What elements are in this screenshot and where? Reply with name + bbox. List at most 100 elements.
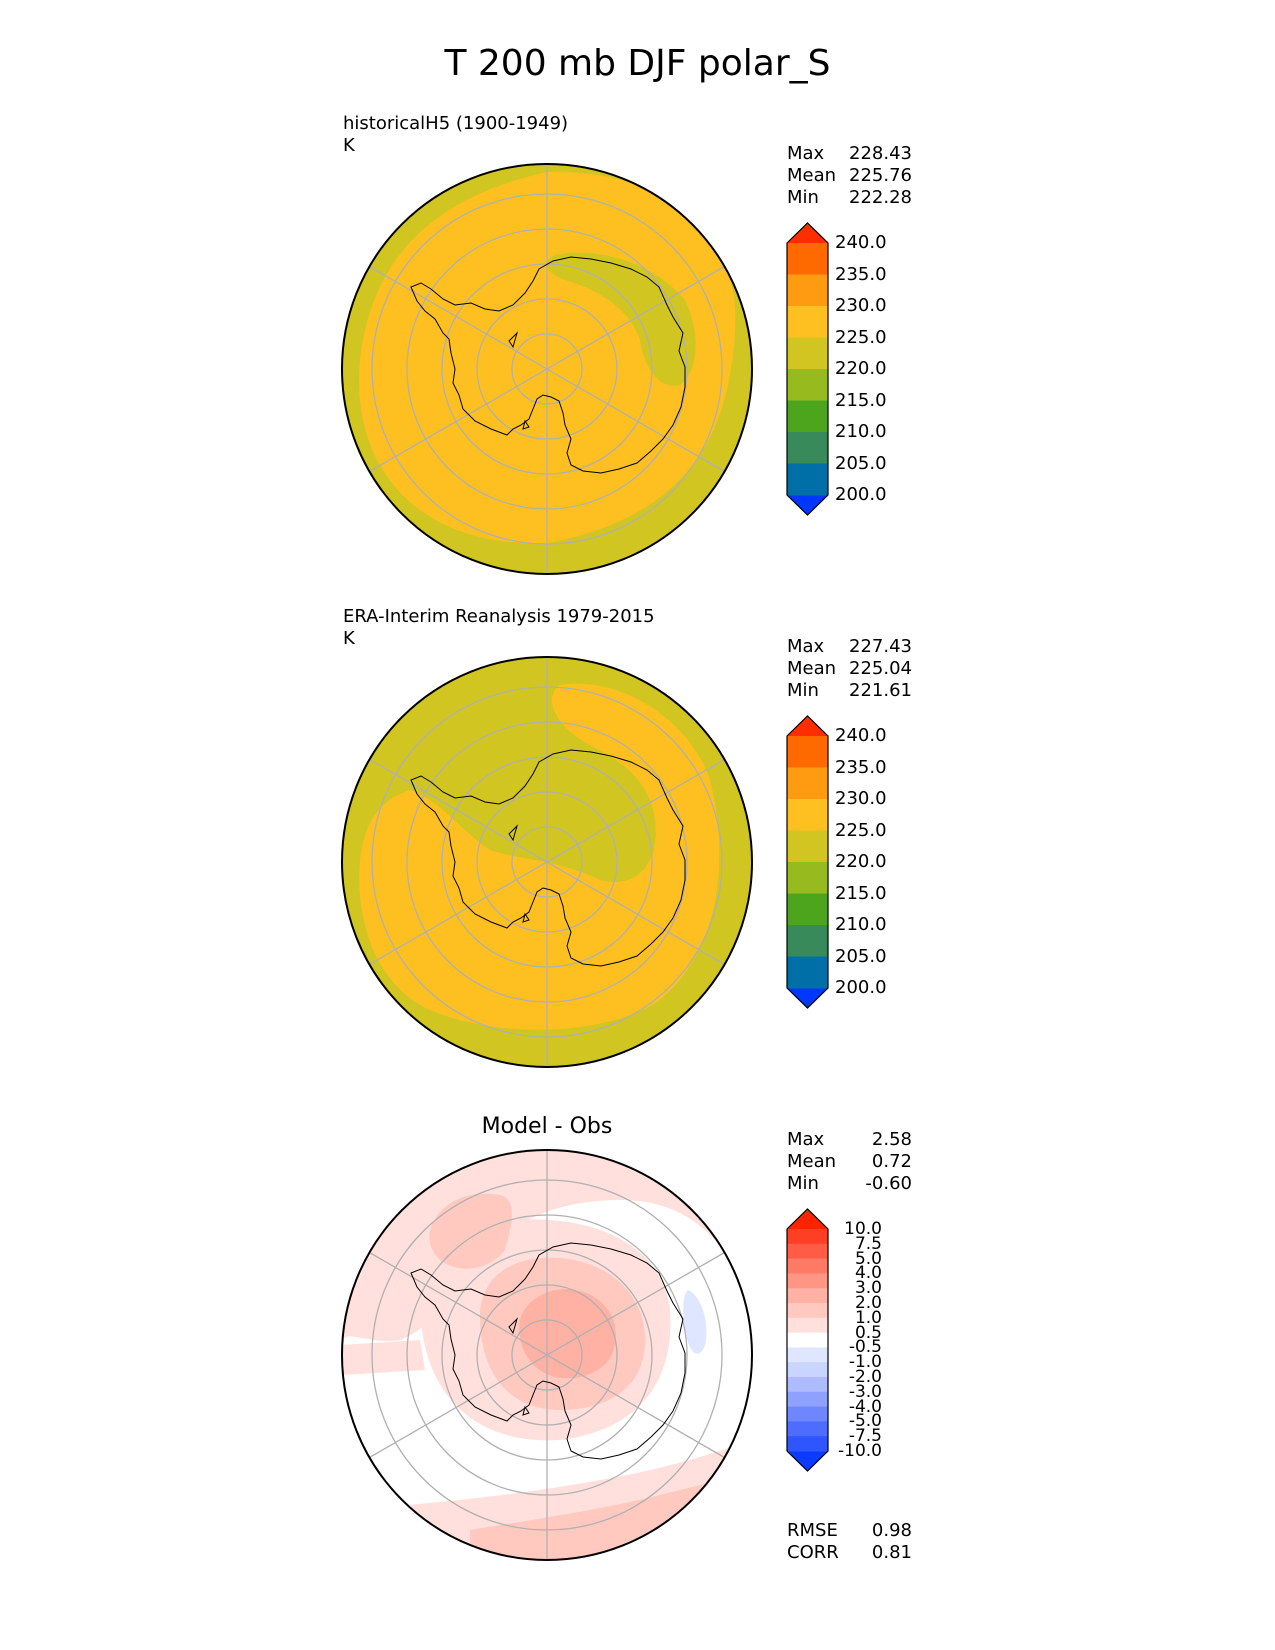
stat-label: Min bbox=[787, 680, 819, 701]
colorbar-segment bbox=[787, 1229, 828, 1245]
map-frame bbox=[341, 656, 753, 1068]
colorbar-segment bbox=[787, 432, 828, 464]
colorbar-extend-max bbox=[787, 716, 828, 736]
stat-label: Min bbox=[787, 187, 819, 208]
colorbar-segment bbox=[787, 1243, 828, 1260]
colorbar-segment bbox=[787, 925, 828, 957]
colorbar-segment bbox=[787, 799, 828, 831]
stat-label: Max bbox=[787, 1129, 825, 1150]
colorbar-segment bbox=[787, 306, 828, 338]
colorbar-tick-label: 240.0 bbox=[835, 232, 887, 253]
panel-model-colorbar bbox=[786, 222, 829, 516]
panel-model-title: historicalH5 (1900-1949) bbox=[343, 113, 569, 134]
colorbar-tick-label: 10.0 bbox=[844, 1219, 882, 1239]
stat-value-mean: 225.76 bbox=[849, 165, 912, 186]
colorbar-outline bbox=[786, 1208, 829, 1472]
field-1.0-2.0 bbox=[429, 1193, 512, 1269]
colorbar-segment bbox=[787, 1406, 828, 1422]
colorbar-segment bbox=[787, 956, 828, 989]
colorbar-tick-label: 215.0 bbox=[835, 882, 887, 904]
colorbar-tick-label: 220.0 bbox=[835, 851, 887, 872]
stat-value-min: 221.61 bbox=[849, 680, 912, 701]
colorbar-tick-label: 230.0 bbox=[835, 295, 887, 316]
stat-label: Max bbox=[787, 636, 825, 657]
stat-label: Max bbox=[787, 143, 825, 164]
stat-label: Min bbox=[787, 1173, 819, 1194]
panel-diff-title: Model - Obs bbox=[481, 1114, 613, 1139]
coastline bbox=[410, 749, 686, 967]
colorbar-tick-label: -4.0 bbox=[848, 1396, 882, 1417]
colorbar-tick-label: 200.0 bbox=[835, 977, 887, 998]
colorbar-tick-label: 0.5 bbox=[854, 1322, 882, 1343]
colorbar-tick-label: -0.5 bbox=[848, 1337, 882, 1358]
colorbar-segment bbox=[787, 463, 828, 496]
field-225-230 bbox=[359, 683, 720, 1030]
stat-value-min: -0.60 bbox=[865, 1173, 912, 1194]
colorbar-tick-label: -10.0 bbox=[838, 1441, 882, 1461]
colorbar-segment bbox=[787, 893, 828, 926]
colorbar-tick-label: 2.0 bbox=[854, 1293, 882, 1313]
colorbar-extend-max bbox=[787, 1209, 828, 1229]
colorbar-tick-label: 210.0 bbox=[835, 914, 887, 935]
coastline bbox=[410, 256, 686, 474]
colorbar-segment bbox=[787, 830, 828, 863]
colorbar-tick-label: 3.0 bbox=[854, 1278, 882, 1299]
field-neg-patch bbox=[683, 1290, 707, 1354]
metric-value-rmse: 0.98 bbox=[871, 1520, 912, 1541]
colorbar-tick-label: 205.0 bbox=[835, 452, 887, 474]
colorbar-outline bbox=[786, 715, 829, 1009]
colorbar-tick-label: 200.0 bbox=[835, 484, 887, 505]
colorbar-segment bbox=[787, 1332, 828, 1348]
panel-obs-stats: Max 227.43 Mean 225.04 Min 221.61 bbox=[787, 636, 912, 702]
colorbar-segment bbox=[787, 1347, 828, 1363]
colorbar-tick-label: 235.0 bbox=[835, 756, 887, 778]
colorbar-tick-label: 4.0 bbox=[854, 1263, 882, 1284]
field-2.0-3.0-center bbox=[519, 1289, 616, 1379]
stat-value-max: 227.43 bbox=[849, 636, 912, 657]
colorbar-segment bbox=[787, 337, 828, 370]
colorbar-tick-label: 235.0 bbox=[835, 263, 887, 285]
stat-value-mean: 0.72 bbox=[871, 1151, 912, 1172]
main-title: T 200 mb DJF polar_S bbox=[444, 43, 831, 84]
colorbar-segment bbox=[787, 274, 828, 307]
colorbar-tick-label: 210.0 bbox=[835, 421, 887, 442]
stat-value-max: 228.43 bbox=[849, 143, 912, 164]
stat-value-mean: 225.04 bbox=[849, 658, 912, 679]
colorbar-tick-label: 1.0 bbox=[854, 1307, 882, 1328]
panel-obs-title: ERA-Interim Reanalysis 1979-2015 bbox=[343, 606, 655, 627]
coastline bbox=[410, 1242, 686, 1460]
panel-diff-stats: Max 2.58 Mean 0.72 Min -0.60 bbox=[787, 1129, 912, 1195]
metric-value-corr: 0.81 bbox=[871, 1542, 912, 1563]
stat-label: Mean bbox=[787, 1151, 837, 1172]
colorbar-segment bbox=[787, 400, 828, 433]
colorbar-outline bbox=[786, 222, 829, 516]
panel-diff-map bbox=[341, 1149, 753, 1561]
colorbar-tick-label: 205.0 bbox=[835, 945, 887, 967]
colorbar-extend-min bbox=[787, 495, 828, 515]
panel-diff-metrics: RMSE 0.98 CORR 0.81 bbox=[787, 1520, 912, 1564]
stat-value-min: 222.28 bbox=[849, 187, 912, 208]
colorbar-segment bbox=[787, 1288, 828, 1304]
colorbar-segment bbox=[787, 369, 828, 401]
colorbar-tick-label: 220.0 bbox=[835, 358, 887, 379]
colorbar-tick-label: -1.0 bbox=[848, 1352, 882, 1373]
field-0.5-1.0-west bbox=[342, 1340, 425, 1375]
panel-model-units: K bbox=[343, 135, 355, 156]
colorbar-segment bbox=[787, 1317, 828, 1334]
panel-obs-colorbar bbox=[786, 715, 829, 1009]
colorbar-tick-label: -7.5 bbox=[848, 1426, 882, 1447]
colorbar-tick-label: -2.0 bbox=[848, 1367, 882, 1387]
stat-label: Mean bbox=[787, 658, 837, 679]
colorbar-tick-label: 5.0 bbox=[854, 1248, 882, 1269]
panel-obs-units: K bbox=[343, 628, 355, 649]
colorbar-segment bbox=[787, 1273, 828, 1289]
colorbar-tick-label: 215.0 bbox=[835, 389, 887, 411]
stat-value-max: 2.58 bbox=[871, 1129, 912, 1150]
colorbar-extend-min bbox=[787, 988, 828, 1008]
metric-label: CORR bbox=[787, 1542, 839, 1563]
colorbar-segment bbox=[787, 1421, 828, 1437]
colorbar-segment bbox=[787, 736, 828, 768]
colorbar-tick-label: 225.0 bbox=[835, 819, 887, 841]
colorbar-segment bbox=[787, 862, 828, 894]
